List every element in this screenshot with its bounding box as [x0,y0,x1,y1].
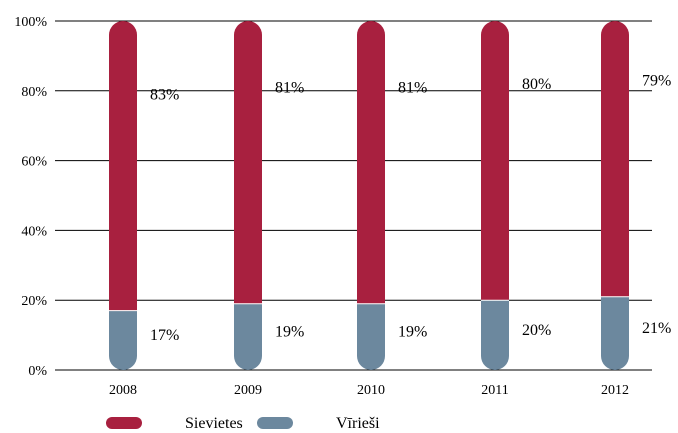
data-label-sievietes: 81% [275,79,304,96]
data-label-virieshi: 20% [522,322,551,339]
legend: Sievietes Vīrieši [106,415,380,432]
x-tick-label: 2009 [234,383,262,398]
bar-segment-sievietes [481,21,509,301]
data-label-sievietes: 83% [150,86,179,103]
bar-segment-virieshi [601,296,629,370]
bar-segment-virieshi [357,303,385,370]
bar-segment-sievietes [601,21,629,297]
bar-segment-virieshi [234,303,262,370]
bar-segment-sievietes [109,21,137,311]
bar-segment-virieshi [109,310,137,370]
legend-label: Sievietes [185,415,243,432]
x-tick-label: 2010 [357,383,385,398]
data-label-sievietes: 80% [522,76,551,93]
data-label-sievietes: 79% [642,72,671,89]
y-tick-label: 40% [21,224,47,239]
data-labels: 17% 83% 19% 81% 19% 81% 20% 80% 21% 79% [150,72,671,344]
data-label-sievietes: 81% [398,79,427,96]
grid-lines [55,20,652,371]
legend-swatch [257,417,293,429]
data-label-virieshi: 21% [642,320,671,337]
x-axis: 2008 2009 2010 2011 2012 [109,383,629,398]
legend-label: Vīrieši [336,415,380,432]
bar-segment-sievietes [234,21,262,304]
y-tick-label: 80% [21,85,47,100]
y-tick-label: 0% [28,364,47,379]
x-tick-label: 2008 [109,383,137,398]
data-label-virieshi: 17% [150,327,179,344]
legend-swatch [106,417,142,429]
y-tick-label: 100% [14,15,47,30]
x-tick-label: 2011 [481,383,508,398]
y-axis: 0% 20% 40% 60% 80% 100% [14,15,47,379]
bar-segment-virieshi [481,300,509,370]
y-tick-label: 20% [21,294,47,309]
bars [109,21,629,370]
bar-segment-sievietes [357,21,385,304]
y-tick-label: 60% [21,155,47,170]
data-label-virieshi: 19% [398,324,427,341]
data-label-virieshi: 19% [275,324,304,341]
x-tick-label: 2012 [601,383,629,398]
